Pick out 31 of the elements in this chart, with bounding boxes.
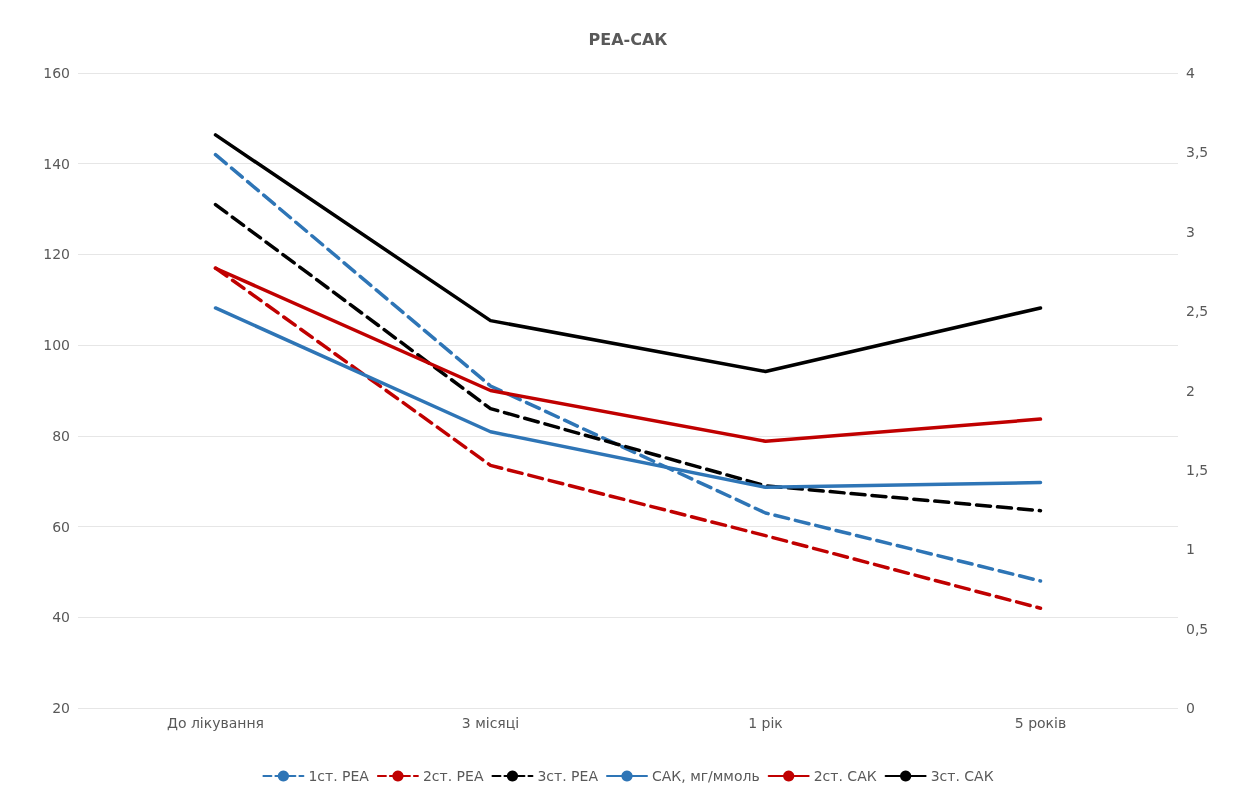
y-tick-label: 80 — [52, 427, 70, 444]
line-series — [213, 152, 1043, 583]
y2-tick-label: 3 — [1186, 223, 1195, 240]
y-tick-label: 60 — [52, 518, 70, 535]
chart-title: РЕА-САК — [588, 29, 668, 49]
y2-tick-label: 3,5 — [1186, 144, 1209, 161]
line-series — [213, 133, 1043, 374]
y2-tick-label: 4 — [1186, 65, 1195, 81]
y-tick-label: 40 — [52, 609, 70, 626]
x-tick-label: 5 років — [1014, 715, 1067, 731]
x-tick-label: 3 місяці — [461, 715, 520, 731]
y2-tick-label: 0 — [1186, 700, 1195, 716]
y-tick-label: 160 — [43, 65, 70, 81]
y2-tick-label: 2 — [1186, 382, 1195, 399]
legend-label: САК, мг/ммоль — [651, 768, 760, 784]
x-tick-label: До лікування — [166, 715, 265, 731]
legend-label: 3ст. РЕА — [537, 768, 599, 784]
y-tick-label: 20 — [52, 700, 70, 716]
y-tick-label: 140 — [43, 155, 70, 172]
line-series — [213, 202, 1043, 513]
legend-label: 2ст. РЕА — [422, 768, 484, 784]
y2-tick-label: 1,5 — [1186, 461, 1209, 478]
x-tick-label: 1 рік — [748, 715, 783, 731]
legend-label: 3ст. САК — [930, 768, 994, 784]
y2-tick-label: 1 — [1186, 541, 1195, 558]
legend-label: 1ст. РЕА — [308, 768, 370, 784]
y2-tick-label: 2,5 — [1186, 303, 1209, 320]
y-tick-label: 100 — [43, 337, 70, 354]
y-tick-label: 120 — [43, 246, 70, 263]
y2-tick-label: 0,5 — [1186, 620, 1209, 637]
legend-label: 2ст. САК — [813, 768, 877, 784]
